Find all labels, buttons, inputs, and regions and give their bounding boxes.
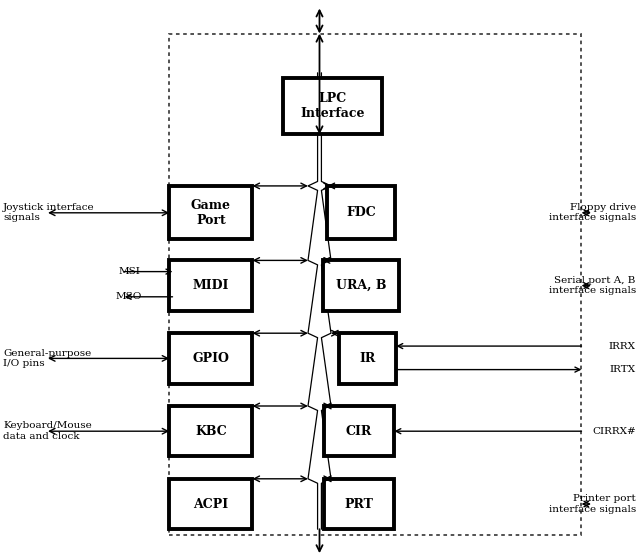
Text: Game
Port: Game Port [191, 199, 231, 227]
Bar [327, 186, 394, 240]
Text: Floppy drive
interface signals: Floppy drive interface signals [548, 203, 636, 222]
Bar [169, 479, 252, 529]
Text: URA, B: URA, B [335, 279, 387, 292]
Text: IRTX: IRTX [610, 365, 636, 374]
Text: General-purpose
I/O pins: General-purpose I/O pins [3, 349, 91, 368]
Bar [169, 34, 581, 535]
Text: CIR: CIR [346, 424, 373, 438]
Text: MSI: MSI [118, 267, 140, 276]
Bar [324, 479, 394, 529]
Text: KBC: KBC [195, 424, 227, 438]
Bar [169, 186, 252, 240]
Text: Printer port
interface signals: Printer port interface signals [548, 494, 636, 514]
Bar [282, 78, 382, 134]
Text: FDC: FDC [346, 206, 376, 220]
Text: MIDI: MIDI [193, 279, 229, 292]
Text: IR: IR [359, 352, 376, 365]
Text: LPC
Interface: LPC Interface [300, 92, 364, 120]
Text: MSO: MSO [115, 292, 141, 301]
Text: Serial port A, B
interface signals: Serial port A, B interface signals [548, 276, 636, 295]
Text: CIRRX#: CIRRX# [592, 427, 636, 436]
Bar [323, 260, 399, 311]
Text: IRRX: IRRX [609, 342, 636, 351]
Text: PRT: PRT [344, 497, 374, 511]
Text: GPIO: GPIO [192, 352, 229, 365]
Bar [169, 333, 252, 384]
Text: ACPI: ACPI [194, 497, 228, 511]
Bar [324, 406, 394, 456]
Bar [339, 333, 396, 384]
Bar [169, 406, 252, 456]
Bar [169, 260, 252, 311]
Text: Joystick interface
signals: Joystick interface signals [3, 203, 95, 222]
Text: Keyboard/Mouse
data and clock: Keyboard/Mouse data and clock [3, 422, 92, 441]
